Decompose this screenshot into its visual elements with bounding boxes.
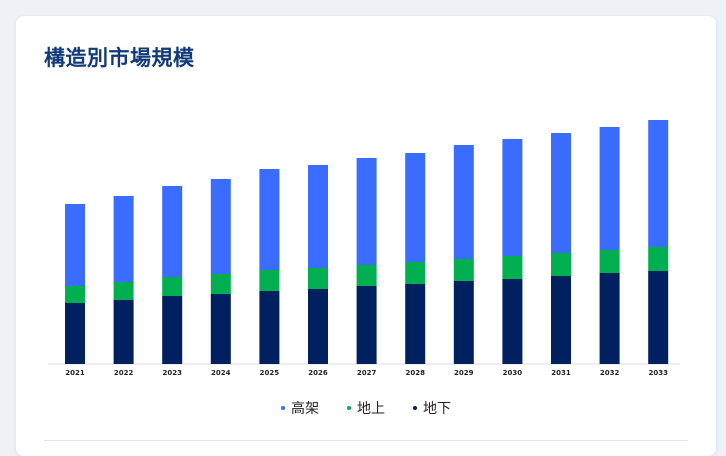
legend-marker (413, 406, 417, 410)
bar-segment[interactable] (405, 153, 426, 262)
x-tick-label: 2027 (357, 369, 377, 377)
bar-segment[interactable] (210, 179, 231, 274)
bar-segment[interactable] (162, 277, 183, 296)
bar-segment[interactable] (308, 289, 328, 364)
legend-marker (281, 406, 285, 410)
bar-segment[interactable] (599, 250, 620, 273)
bar-segment[interactable] (648, 247, 669, 271)
x-tick-label: 2030 (503, 369, 523, 377)
bar-segment[interactable] (453, 259, 474, 281)
bar-segment[interactable] (113, 282, 134, 300)
bar-segment[interactable] (259, 291, 280, 364)
bar-segment[interactable] (259, 270, 280, 291)
x-tick-label: 2025 (260, 369, 280, 377)
bar-segment[interactable] (502, 279, 523, 364)
bar-segment[interactable] (356, 158, 377, 265)
legend-label: 地上 (357, 401, 385, 417)
bar-segment[interactable] (162, 296, 183, 364)
bar-segment[interactable] (405, 262, 426, 284)
bar-segment[interactable] (405, 284, 426, 364)
bar-segment[interactable] (308, 165, 328, 268)
bar-segment[interactable] (113, 196, 134, 282)
bar-segment[interactable] (113, 300, 134, 364)
bar-segment[interactable] (65, 204, 85, 286)
bar-segment[interactable] (502, 139, 523, 256)
bar-segment[interactable] (65, 286, 85, 303)
bar-segment[interactable] (210, 274, 231, 294)
bar-segment[interactable] (551, 253, 571, 276)
x-tick-label: 2026 (308, 369, 328, 377)
chart-card: 構造別市場規模 2021 2022 2023 2024 2025 2026 2027 2028… (16, 16, 716, 456)
legend: 高架 地上 地下 (16, 398, 716, 418)
bar-segment[interactable] (551, 133, 571, 253)
bar-segment[interactable] (648, 271, 669, 364)
x-tick-label: 2031 (551, 369, 571, 377)
legend-item-elevated[interactable]: 高架 (281, 398, 319, 418)
x-tick-label: 2022 (114, 369, 134, 377)
bar-segment[interactable] (356, 286, 377, 364)
chart-title: 構造別市場規模 (44, 46, 195, 70)
bar-segment[interactable] (210, 294, 231, 364)
legend-marker (347, 406, 351, 410)
bar-segment[interactable] (308, 268, 328, 289)
bar-segment[interactable] (502, 256, 523, 279)
legend-item-underground[interactable]: 地下 (413, 398, 451, 418)
x-tick-label: 2032 (600, 369, 620, 377)
bar-segment[interactable] (648, 120, 669, 247)
legend-label: 高架 (291, 401, 319, 417)
x-tick-label: 2029 (454, 369, 474, 377)
bar-segment[interactable] (551, 276, 571, 364)
bar-segment[interactable] (453, 145, 474, 259)
stacked-bar-chart: 2021 2022 2023 2024 2025 2026 2027 2028 2029 2030… (48, 120, 680, 377)
legend-label: 地下 (423, 401, 451, 417)
bar-segment[interactable] (65, 303, 85, 364)
bar-segment[interactable] (162, 186, 183, 277)
x-tick-label: 2024 (211, 369, 231, 377)
bar-segment[interactable] (356, 265, 377, 286)
x-tick-label: 2028 (405, 369, 425, 377)
bar-segment[interactable] (259, 169, 280, 270)
legend-item-at-grade[interactable]: 地上 (347, 398, 385, 418)
x-tick-label: 2033 (648, 369, 668, 377)
footer-divider (44, 440, 688, 441)
bar-segment[interactable] (599, 273, 620, 364)
bar-segment[interactable] (453, 281, 474, 364)
bar-segment[interactable] (599, 127, 620, 250)
x-tick-label: 2023 (162, 369, 182, 377)
x-tick-label: 2021 (65, 369, 85, 377)
